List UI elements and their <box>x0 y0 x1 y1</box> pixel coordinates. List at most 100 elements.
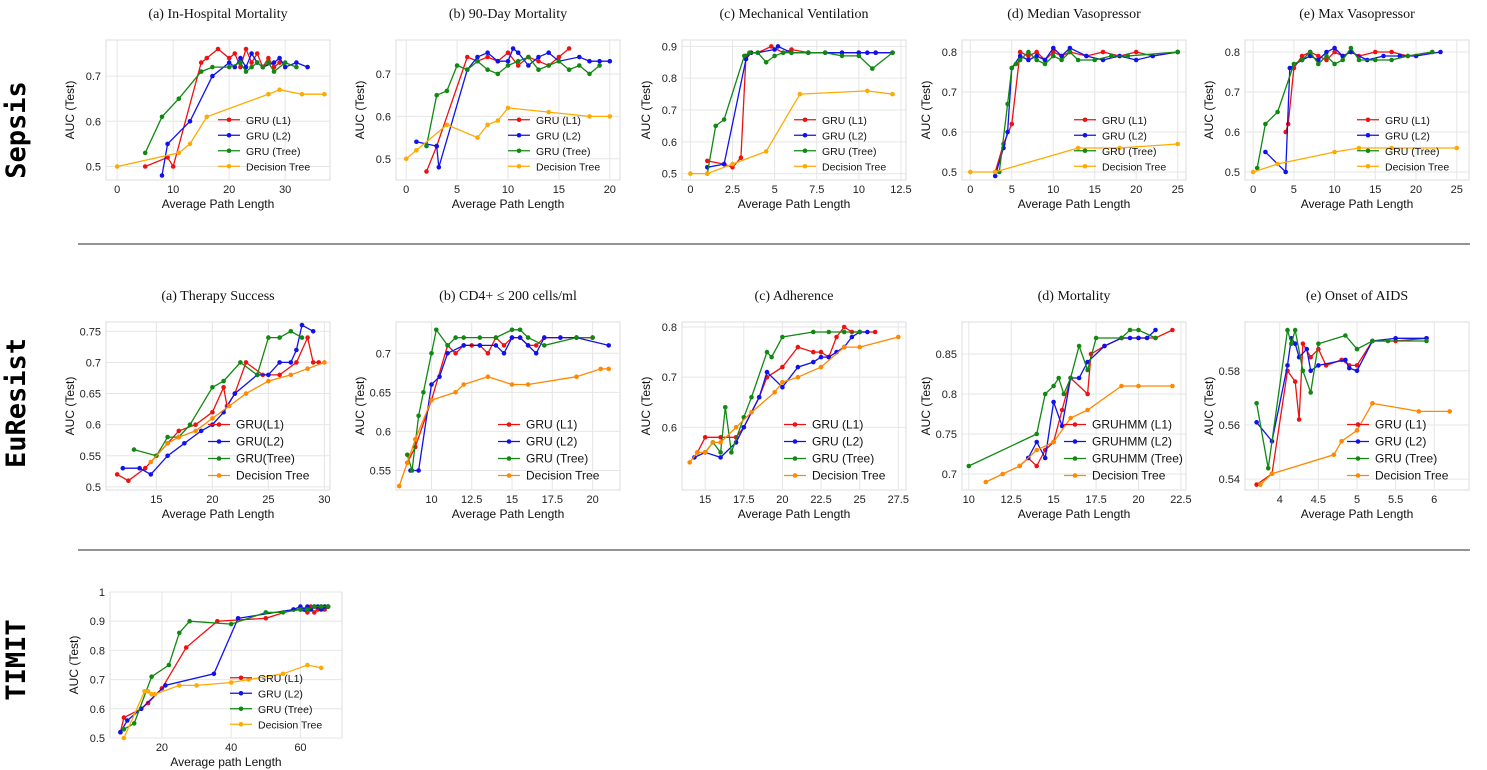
data-point <box>429 397 434 403</box>
chart-title: (e) Onset of AIDS <box>1306 289 1408 304</box>
data-point <box>1009 121 1015 127</box>
series-line <box>706 52 893 174</box>
data-point <box>305 662 310 668</box>
data-point <box>1061 391 1067 397</box>
data-point <box>413 436 418 442</box>
data-point <box>1133 49 1139 55</box>
data-point <box>501 343 507 348</box>
data-point <box>1034 463 1039 469</box>
chart-panel: 10 12.5 15 17.5 20 0.55 0.6 0.65 0.7 (b) CD4+ ≤ 2… <box>353 289 621 521</box>
data-point <box>294 60 299 65</box>
data-point <box>536 58 541 64</box>
y-axis-label: AUC (Test) <box>639 377 653 436</box>
data-point <box>465 67 470 72</box>
data-point <box>1300 368 1306 374</box>
x-tick-label: 6 <box>1431 494 1437 506</box>
legend-marker <box>238 721 244 727</box>
data-point <box>992 173 998 179</box>
x-tick-label: 15 <box>1089 184 1101 196</box>
data-point <box>277 60 282 65</box>
x-tick-label: 15 <box>699 494 711 506</box>
data-point <box>260 64 266 70</box>
data-point <box>1042 391 1048 397</box>
data-point <box>148 472 154 477</box>
data-point <box>149 674 154 679</box>
chart-title: (c) Mechanical Ventilation <box>719 7 868 22</box>
x-axis-label: Average Path Length <box>738 507 851 521</box>
x-axis-label: Average Path Length <box>162 507 275 521</box>
data-point <box>1005 101 1010 107</box>
data-point <box>1042 61 1048 67</box>
y-tick-label: 0.7 <box>376 69 391 81</box>
data-point <box>176 96 182 101</box>
legend-marker <box>792 422 798 427</box>
data-point <box>1373 49 1378 55</box>
data-point <box>1430 49 1435 55</box>
series-line <box>144 47 281 169</box>
legend-marker <box>216 439 222 444</box>
data-point <box>556 58 562 64</box>
data-point <box>1119 383 1124 389</box>
data-point <box>738 155 744 160</box>
x-axis-label: Average Path Length <box>162 197 275 211</box>
data-point <box>1275 161 1280 167</box>
data-point <box>1005 129 1010 135</box>
x-tick-label: 20 <box>1132 494 1144 506</box>
x-tick-label: 10 <box>425 494 437 506</box>
data-point <box>271 64 277 70</box>
data-point <box>159 114 165 120</box>
x-tick-label: 0 <box>403 184 409 196</box>
legend-marker <box>226 163 232 169</box>
y-tick-label: 0.6 <box>662 137 677 149</box>
legend-entry: GRUHMM (Tree) <box>1092 452 1183 466</box>
data-point <box>238 360 243 365</box>
data-point <box>246 677 251 682</box>
chart-title: (b) CD4+ ≤ 200 cells/ml <box>439 289 577 304</box>
y-tick-label: 0.6 <box>376 111 391 123</box>
data-point <box>1150 53 1156 59</box>
y-axis-label: AUC (Test) <box>919 81 933 140</box>
legend-entry: Decision Tree <box>1385 161 1449 173</box>
legend-marker <box>802 148 808 154</box>
x-tick-label: 2.5 <box>725 184 740 196</box>
y-tick-label: 0.8 <box>942 47 957 59</box>
chart-panel: 0 2.5 5 7.5 10 12.5 0.5 0.6 0.7 0.8 0.9 (c) Mechani… <box>639 7 912 211</box>
data-point <box>517 327 523 333</box>
data-point <box>177 630 182 636</box>
data-point <box>145 689 151 694</box>
data-point <box>822 50 828 55</box>
data-point <box>444 122 450 128</box>
data-point <box>729 450 734 455</box>
data-point <box>713 123 718 129</box>
x-tick-label: 5 <box>1009 184 1015 196</box>
data-point <box>288 329 294 334</box>
data-point <box>485 50 490 55</box>
data-point <box>558 335 563 340</box>
row-label-sepsis: Sepsis <box>1 81 32 179</box>
data-point <box>1354 428 1360 433</box>
legend-marker <box>792 439 798 444</box>
data-point <box>505 105 511 111</box>
data-point <box>493 335 499 340</box>
x-tick-label: 40 <box>225 742 237 754</box>
data-point <box>566 46 572 51</box>
x-tick-label: 60 <box>294 742 306 754</box>
legend-marker <box>216 422 222 427</box>
legend-entry: GRU (Tree) <box>822 146 876 158</box>
data-point <box>1347 365 1352 371</box>
data-point <box>305 607 310 612</box>
legend-entry: Decision Tree <box>536 161 600 173</box>
data-point <box>288 372 294 378</box>
y-tick-label: 0.6 <box>86 420 101 432</box>
x-tick-label: 30 <box>279 184 291 196</box>
data-point <box>587 58 592 64</box>
data-point <box>477 343 483 348</box>
data-point <box>1075 145 1081 151</box>
data-point <box>1013 61 1019 67</box>
y-tick-label: 0.58 <box>1219 366 1240 378</box>
x-tick-label: 15 <box>1048 494 1060 506</box>
data-point <box>243 64 249 70</box>
data-point <box>705 158 710 164</box>
data-point <box>152 691 158 697</box>
data-point <box>1348 45 1354 51</box>
